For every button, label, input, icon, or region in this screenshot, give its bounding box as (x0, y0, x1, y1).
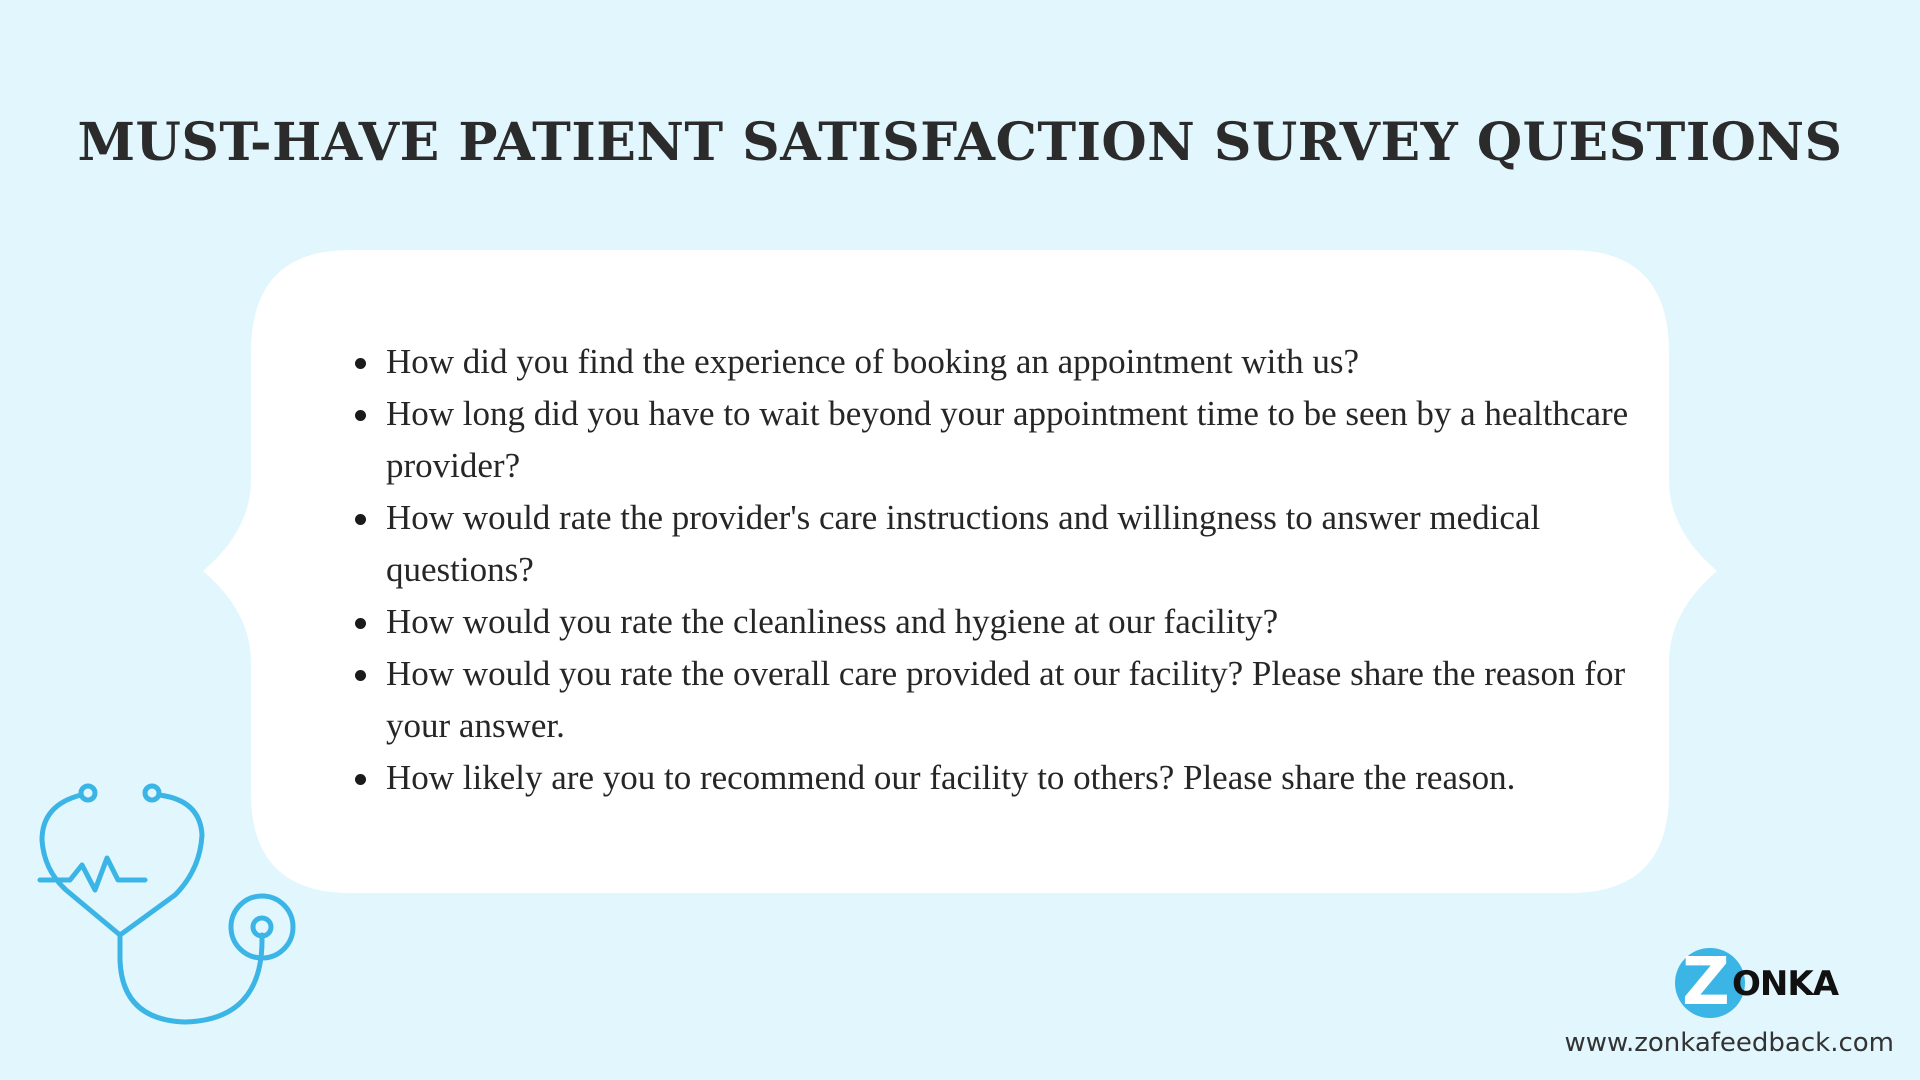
list-item: How would you rate the overall care prov… (352, 648, 1652, 752)
logo-z: Z (1682, 943, 1730, 1020)
list-item: How long did you have to wait beyond you… (352, 388, 1652, 492)
logo-text: ONKA (1732, 964, 1839, 1004)
logo-circle (1675, 948, 1745, 1018)
page-title: MUST-HAVE PATIENT SATISFACTION SURVEY QU… (77, 112, 1843, 173)
stethoscope-icon (37, 783, 296, 1025)
zonka-logo: Z ONKA (1672, 943, 1852, 1021)
website-url: www.zonkafeedback.com (1564, 1028, 1894, 1058)
questions-list: How did you find the experience of booki… (352, 336, 1652, 804)
list-item: How would rate the provider's care instr… (352, 492, 1652, 596)
list-item: How did you find the experience of booki… (352, 336, 1652, 388)
list-item: How likely are you to recommend our faci… (352, 752, 1652, 804)
list-item: How would you rate the cleanliness and h… (352, 596, 1652, 648)
